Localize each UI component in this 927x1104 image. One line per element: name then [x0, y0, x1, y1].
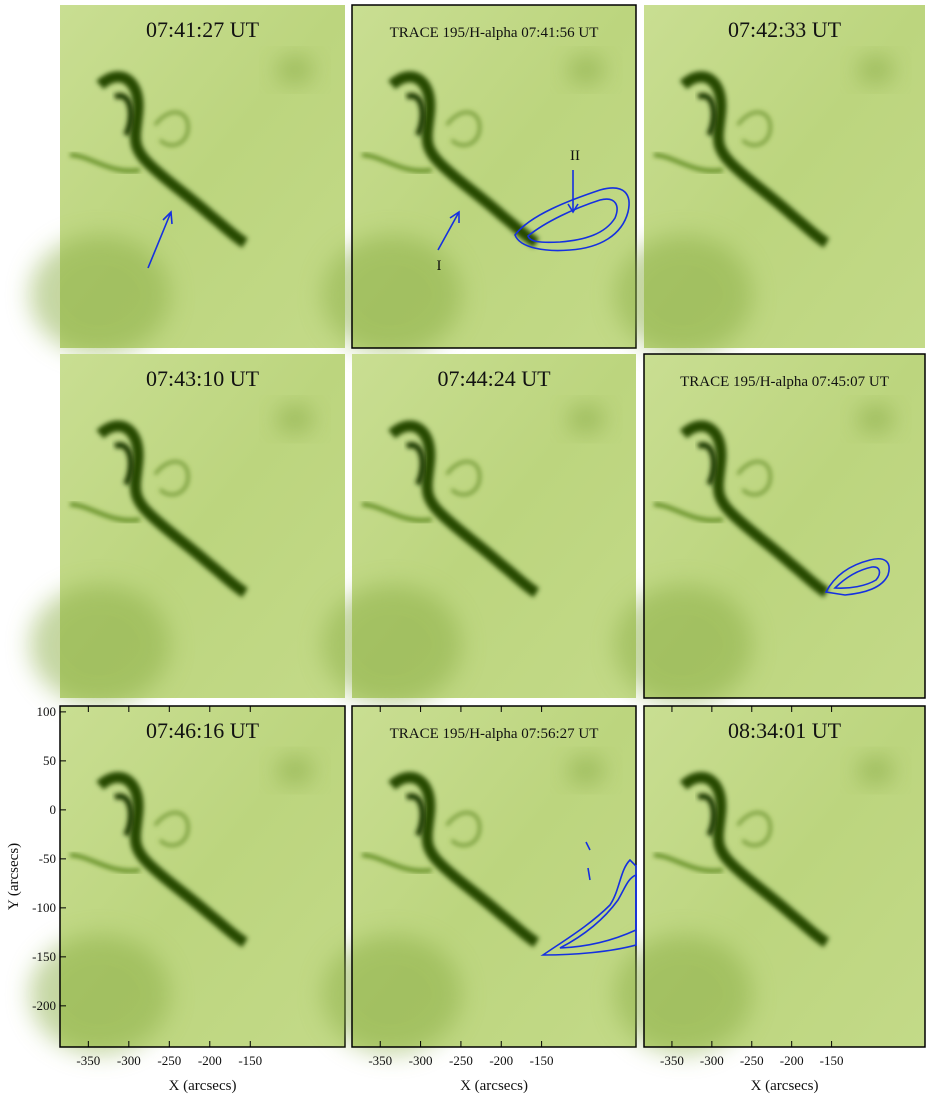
- x-tick-label: -350: [660, 1053, 684, 1068]
- x-tick-label: -300: [409, 1053, 433, 1068]
- x-tick-label: -350: [76, 1053, 100, 1068]
- x-tick-label: -300: [117, 1053, 141, 1068]
- panel: 07:46:16 UT: [30, 706, 345, 1054]
- panel: 07:41:27 UT: [30, 5, 345, 355]
- x-tick-label: -250: [157, 1053, 181, 1068]
- x-tick-label: -150: [530, 1053, 554, 1068]
- feature-label: I: [437, 258, 442, 274]
- x-tick-label: -200: [780, 1053, 804, 1068]
- panel-title: TRACE 195/H-alpha 07:45:07 UT: [680, 374, 889, 390]
- panel-title: 08:34:01 UT: [728, 718, 842, 743]
- panel: TRACE 195/H-alpha 07:56:27 UT: [322, 706, 636, 1054]
- panel: TRACE 195/H-alpha 07:45:07 UT: [614, 354, 925, 705]
- x-tick-label: -250: [449, 1053, 473, 1068]
- x-tick-label: -350: [368, 1053, 392, 1068]
- y-tick-label: 0: [50, 802, 57, 817]
- x-tick-label: -200: [198, 1053, 222, 1068]
- y-tick-label: -100: [32, 900, 56, 915]
- panel-title: TRACE 195/H-alpha 07:56:27 UT: [390, 726, 599, 742]
- x-axis-label: X (arcsecs): [751, 1078, 819, 1094]
- y-tick-label: 100: [37, 704, 57, 719]
- panel-title: 07:46:16 UT: [146, 718, 260, 743]
- y-tick-label: 50: [43, 753, 56, 768]
- y-tick-label: -150: [32, 949, 56, 964]
- panel: 08:34:01 UT: [614, 706, 925, 1054]
- feature-label: II: [570, 148, 580, 164]
- panel: 07:44:24 UT: [322, 354, 636, 705]
- panel: 07:43:10 UT: [30, 354, 345, 705]
- page: {"figure": { "panels": [ {"title": "07:4…: [0, 0, 927, 1099]
- x-tick-label: -300: [700, 1053, 724, 1068]
- figure: 07:41:27 UT TRACE 195/H-alpha 07:41:56 UT…: [0, 0, 927, 1099]
- panel-title: 07:43:10 UT: [146, 366, 260, 391]
- x-tick-label: -150: [238, 1053, 262, 1068]
- x-tick-label: -250: [740, 1053, 764, 1068]
- x-axis-label: X (arcsecs): [460, 1078, 528, 1094]
- panel-title: TRACE 195/H-alpha 07:41:56 UT: [390, 25, 599, 41]
- y-tick-label: -200: [32, 998, 56, 1013]
- panels: 07:41:27 UT TRACE 195/H-alpha 07:41:56 UT…: [30, 5, 925, 1054]
- y-tick-label: -50: [39, 851, 56, 866]
- x-tick-label: -200: [489, 1053, 513, 1068]
- panel-title: 07:42:33 UT: [728, 17, 842, 42]
- panel-title: 07:41:27 UT: [146, 17, 260, 42]
- y-axis-label: Y (arcsecs): [6, 843, 22, 910]
- x-tick-label: -150: [820, 1053, 844, 1068]
- panel-title: 07:44:24 UT: [437, 366, 551, 391]
- x-axis-label: X (arcsecs): [169, 1078, 237, 1094]
- panel: 07:42:33 UT: [614, 5, 925, 355]
